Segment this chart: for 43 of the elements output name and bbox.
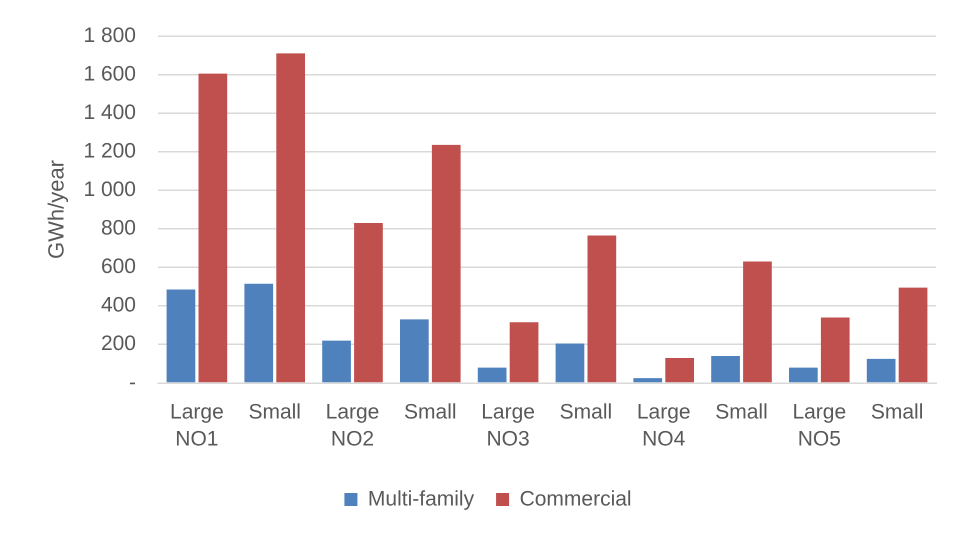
- bar: [788, 368, 818, 382]
- x-tick-label: Large NO3: [481, 400, 535, 451]
- y-tick-label: 800: [100, 216, 136, 240]
- y-tick-label: 200: [100, 332, 136, 356]
- x-tick-label: Small: [248, 400, 301, 424]
- bar: [510, 322, 538, 382]
- bar: [633, 378, 662, 382]
- x-tick-label: Large NO1: [170, 400, 224, 451]
- x-tick-label: Small: [715, 400, 768, 424]
- y-tick-label: 1 400: [83, 100, 136, 124]
- bar: [322, 340, 351, 382]
- x-tick-label: Large NO4: [636, 400, 691, 451]
- bar: [354, 222, 383, 382]
- x-tick-label: Large NO5: [792, 400, 846, 451]
- y-tick-label: 400: [100, 294, 136, 317]
- bar: [166, 290, 196, 382]
- x-tick-label: Large NO2: [326, 400, 380, 451]
- bar: [276, 53, 306, 382]
- legend-label: Commercial: [520, 487, 632, 510]
- x-tick-label: Small: [560, 400, 612, 424]
- bar: [665, 358, 694, 382]
- y-tick-label: 1 000: [83, 178, 136, 202]
- x-tick-label: Small: [870, 400, 924, 424]
- bar: [400, 319, 429, 382]
- y-tick-label: 1 600: [83, 62, 136, 86]
- bar: [556, 343, 584, 382]
- bar: [587, 236, 616, 382]
- y-axis-title: GWh/year: [43, 160, 68, 260]
- legend-label: Multi-family: [368, 487, 475, 510]
- bar: [866, 358, 896, 382]
- y-tick-label: -: [129, 370, 136, 394]
- bar: [743, 262, 772, 382]
- bar: [432, 144, 461, 382]
- bar: [244, 284, 274, 382]
- x-tick-label: Small: [404, 400, 457, 424]
- bar: [711, 356, 740, 382]
- bar: [898, 288, 928, 382]
- y-tick-label: 1 800: [83, 24, 136, 47]
- bar: [198, 74, 228, 382]
- bar: [478, 368, 507, 382]
- y-tick-label: 600: [100, 255, 136, 278]
- y-tick-label: 1 200: [83, 139, 136, 162]
- bar: [820, 317, 850, 382]
